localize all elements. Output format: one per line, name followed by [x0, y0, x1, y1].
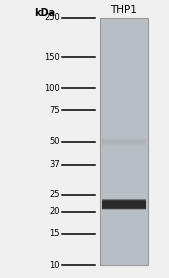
Text: 150: 150 [44, 53, 60, 62]
Bar [102, 142, 146, 145]
Text: 250: 250 [44, 14, 60, 23]
Bar [100, 18, 148, 265]
Text: 10: 10 [50, 260, 60, 269]
Bar [102, 206, 146, 208]
Bar [102, 142, 146, 144]
Bar [102, 201, 146, 203]
Bar [102, 207, 146, 208]
Bar [102, 144, 146, 146]
Bar [102, 137, 146, 140]
Bar [102, 206, 146, 208]
Bar [102, 204, 146, 206]
Bar [102, 136, 146, 139]
Bar [102, 199, 146, 201]
Bar [102, 145, 146, 147]
Text: 37: 37 [49, 160, 60, 169]
Bar [102, 141, 146, 143]
Text: 25: 25 [50, 190, 60, 199]
Bar [102, 205, 146, 207]
Bar [102, 205, 146, 206]
Bar [102, 203, 146, 205]
Bar [102, 208, 146, 210]
Bar [102, 207, 146, 208]
Bar [102, 200, 146, 202]
Bar [102, 205, 146, 207]
Bar [102, 203, 146, 205]
Bar [102, 202, 146, 203]
Text: 15: 15 [50, 229, 60, 239]
Bar [102, 204, 146, 206]
Bar [102, 207, 146, 209]
Bar [102, 139, 146, 142]
Text: kDa: kDa [34, 8, 56, 18]
Bar [102, 200, 146, 202]
Bar [102, 143, 146, 146]
Text: 100: 100 [44, 84, 60, 93]
Bar [102, 207, 146, 209]
Text: 75: 75 [49, 106, 60, 115]
Text: THP1: THP1 [111, 5, 137, 15]
Bar [102, 202, 146, 204]
Bar [102, 139, 146, 141]
Bar [102, 202, 146, 204]
Bar [102, 200, 146, 202]
Bar [102, 138, 146, 140]
Bar [102, 203, 146, 205]
Bar [102, 204, 146, 205]
Bar [102, 200, 146, 202]
Bar [102, 201, 146, 203]
Bar [102, 199, 146, 201]
Bar [102, 202, 146, 203]
Bar [102, 208, 146, 210]
Text: 20: 20 [50, 207, 60, 216]
Bar [102, 205, 146, 207]
Text: 50: 50 [50, 137, 60, 146]
Bar [102, 140, 146, 143]
